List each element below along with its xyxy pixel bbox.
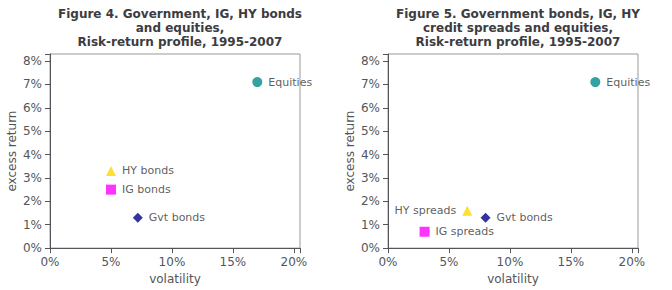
svg-text:5%: 5% — [361, 124, 380, 138]
svg-text:8%: 8% — [23, 54, 42, 68]
svg-text:Gvt bonds: Gvt bonds — [149, 211, 206, 224]
svg-text:0%: 0% — [361, 241, 380, 255]
svg-text:4%: 4% — [23, 148, 42, 162]
svg-text:5%: 5% — [23, 124, 42, 138]
svg-text:1%: 1% — [23, 218, 42, 232]
svg-text:10%: 10% — [159, 255, 186, 269]
svg-text:and equities,: and equities, — [136, 21, 224, 35]
svg-text:6%: 6% — [23, 101, 42, 115]
svg-text:4%: 4% — [361, 148, 380, 162]
svg-text:0%: 0% — [40, 255, 59, 269]
svg-text:Risk-return profile, 1995-2007: Risk-return profile, 1995-2007 — [416, 35, 621, 49]
svg-text:volatility: volatility — [487, 272, 539, 286]
svg-text:Gvt bonds: Gvt bonds — [497, 211, 554, 224]
svg-text:6%: 6% — [361, 101, 380, 115]
svg-text:15%: 15% — [558, 255, 585, 269]
svg-text:0%: 0% — [378, 255, 397, 269]
svg-text:HY spreads: HY spreads — [395, 204, 457, 217]
svg-text:2%: 2% — [23, 194, 42, 208]
svg-text:excess return: excess return — [5, 111, 19, 192]
svg-text:10%: 10% — [497, 255, 524, 269]
svg-text:Equities: Equities — [268, 76, 312, 89]
svg-text:20%: 20% — [281, 255, 308, 269]
svg-text:IG bonds: IG bonds — [122, 183, 171, 196]
svg-text:HY bonds: HY bonds — [122, 164, 174, 177]
svg-text:20%: 20% — [619, 255, 646, 269]
svg-text:7%: 7% — [361, 77, 380, 91]
svg-text:Figure 5. Government bonds, IG: Figure 5. Government bonds, IG, HY — [396, 7, 640, 21]
svg-text:credit spreads and equities,: credit spreads and equities, — [423, 21, 613, 35]
svg-text:0%: 0% — [23, 241, 42, 255]
svg-text:3%: 3% — [23, 171, 42, 185]
svg-text:Figure 4. Government, IG, HY b: Figure 4. Government, IG, HY bonds — [58, 7, 302, 21]
svg-text:volatility: volatility — [149, 272, 201, 286]
svg-text:Equities: Equities — [606, 76, 650, 89]
svg-text:excess return: excess return — [343, 111, 357, 192]
svg-text:2%: 2% — [361, 194, 380, 208]
svg-text:Risk-return profile, 1995-2007: Risk-return profile, 1995-2007 — [78, 35, 283, 49]
svg-text:8%: 8% — [361, 54, 380, 68]
svg-text:IG spreads: IG spreads — [436, 225, 495, 238]
svg-text:5%: 5% — [439, 255, 458, 269]
svg-text:1%: 1% — [361, 218, 380, 232]
svg-text:5%: 5% — [101, 255, 120, 269]
svg-text:15%: 15% — [220, 255, 247, 269]
svg-text:3%: 3% — [361, 171, 380, 185]
svg-text:7%: 7% — [23, 77, 42, 91]
